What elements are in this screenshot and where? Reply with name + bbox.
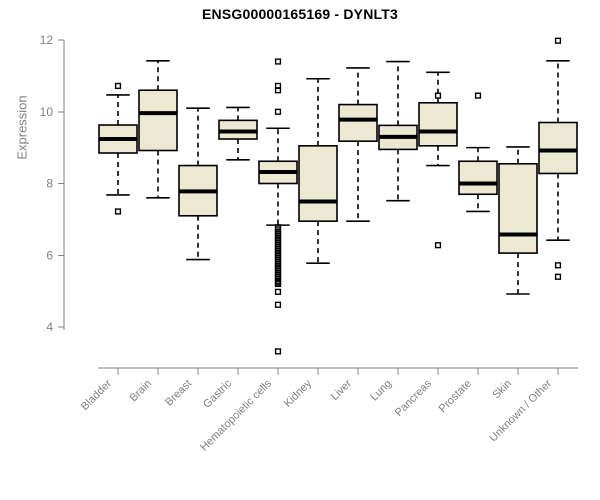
outlier-point (114, 82, 122, 90)
x-tick-label: Bladder (79, 377, 115, 413)
outlier-point (274, 87, 282, 94)
x-tick-label: Prostate (437, 378, 474, 415)
x-tick-label: Pancreas (393, 377, 435, 419)
box-plot-item (338, 67, 378, 222)
outlier-point (114, 208, 122, 215)
box-plot-item (538, 37, 578, 280)
outlier-point (274, 108, 282, 115)
x-tick-label: Skin (490, 378, 514, 402)
box-plot-item (298, 77, 338, 264)
y-axis: 4 6 8 10 12 (40, 33, 65, 334)
outlier-point (274, 280, 282, 288)
box-iqr (298, 145, 338, 222)
box-plot-item (178, 107, 218, 261)
outlier-point (434, 242, 442, 249)
x-tick-label: Hematopoietic cells (198, 377, 274, 453)
outlier-point (274, 301, 282, 308)
box-iqr (538, 121, 578, 175)
x-tick-label: Gastric (201, 377, 234, 410)
box-plot-item (418, 71, 458, 249)
x-axis (98, 367, 578, 375)
y-tick-label: 12 (40, 33, 54, 47)
x-tick-label: Lung (368, 378, 394, 404)
box-plot-item (258, 58, 298, 355)
x-tick-label: Kidney (282, 377, 315, 410)
outlier-point (554, 273, 562, 280)
outlier-point (274, 288, 282, 295)
page-title: ENSG00000165169 - DYNLT3 (202, 6, 398, 22)
y-tick-label: 10 (40, 105, 54, 119)
outlier-point (474, 92, 482, 99)
box-plot-item (138, 60, 178, 199)
box-plot-item (458, 92, 498, 213)
y-tick-label: 6 (46, 248, 53, 262)
box-iqr (458, 160, 498, 196)
outlier-point (554, 262, 562, 269)
outlier-point (274, 58, 282, 65)
box-plot-item (498, 146, 538, 295)
box-plot-item (98, 82, 138, 215)
box-iqr (338, 103, 378, 142)
box-plot-item (378, 60, 418, 202)
box-iqr (418, 101, 458, 147)
box-iqr (138, 89, 178, 152)
outlier-point (434, 92, 442, 99)
outlier-point (554, 37, 562, 44)
box-series (98, 37, 578, 355)
box-plot-item (218, 106, 258, 161)
y-tick-label: 4 (46, 320, 53, 334)
outlier-point (274, 348, 282, 355)
x-tick-label: Brain (127, 378, 154, 405)
x-tick-label: Breast (163, 378, 194, 409)
y-tick-label: 8 (46, 177, 53, 191)
x-tick-label: Liver (329, 377, 355, 403)
box-iqr (498, 162, 538, 254)
